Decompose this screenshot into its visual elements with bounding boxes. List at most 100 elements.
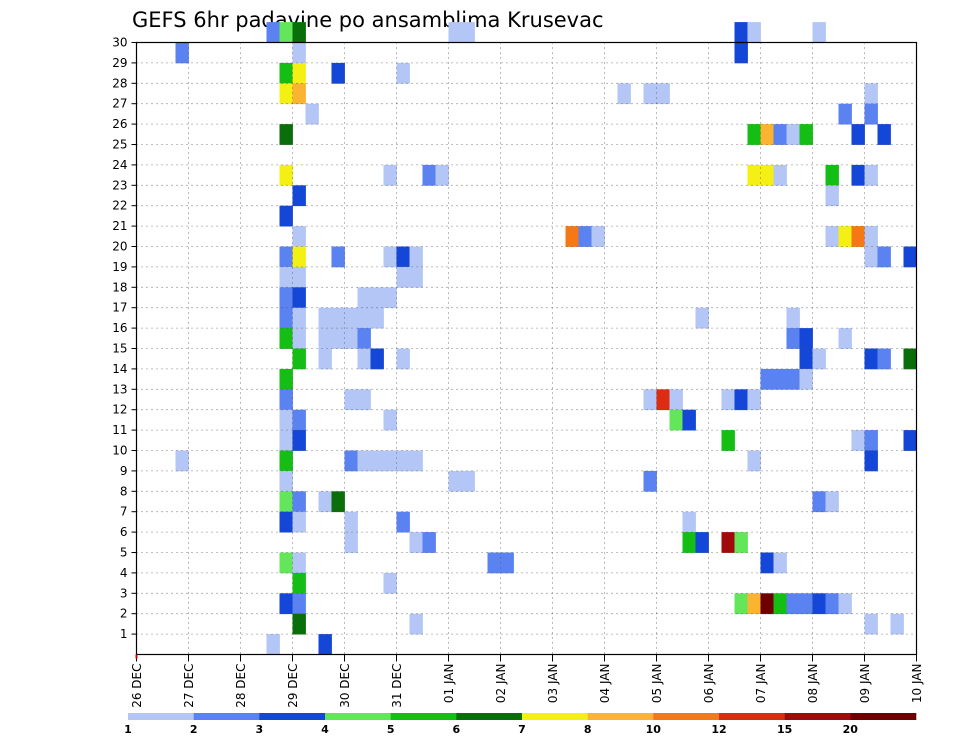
heatmap-cell bbox=[357, 348, 371, 370]
heatmap-cell bbox=[760, 164, 774, 186]
heatmap-cell bbox=[812, 593, 826, 615]
heatmap-cell bbox=[383, 409, 397, 431]
heatmap-cell bbox=[877, 246, 891, 268]
heatmap-cell bbox=[344, 307, 358, 329]
heatmap-cell bbox=[500, 552, 514, 574]
heatmap-cell bbox=[877, 124, 891, 145]
y-tick-label: 19 bbox=[112, 260, 127, 274]
heatmap-cell bbox=[591, 226, 605, 247]
y-tick-label: 23 bbox=[112, 178, 127, 192]
heatmap-cell bbox=[292, 22, 306, 43]
heatmap-cell bbox=[331, 328, 345, 349]
heatmap-cell bbox=[357, 450, 371, 472]
y-tick-label: 5 bbox=[120, 546, 128, 560]
heatmap-cell bbox=[279, 287, 293, 309]
heatmap-cell bbox=[344, 450, 358, 472]
heatmap-cell bbox=[318, 634, 332, 655]
heatmap-cell bbox=[409, 532, 423, 553]
legend-label: 5 bbox=[387, 723, 395, 736]
legend-swatch bbox=[784, 713, 851, 720]
heatmap-cell bbox=[175, 450, 189, 472]
heatmap-cell bbox=[331, 491, 345, 513]
heatmap-cell bbox=[851, 124, 865, 145]
y-tick-label: 2 bbox=[120, 607, 128, 621]
heatmap-cell bbox=[357, 389, 371, 411]
heatmap-cell bbox=[734, 532, 748, 553]
heatmap-cell bbox=[396, 348, 410, 370]
heatmap-cell bbox=[565, 226, 579, 247]
heatmap-cell bbox=[292, 307, 306, 329]
y-tick-label: 18 bbox=[112, 280, 127, 294]
y-tick-label: 8 bbox=[120, 484, 128, 498]
heatmap-cell bbox=[370, 348, 384, 370]
heatmap-cell bbox=[292, 246, 306, 268]
heatmap-cell bbox=[370, 307, 384, 329]
legend-label: 15 bbox=[777, 723, 792, 736]
y-tick-label: 21 bbox=[112, 219, 127, 233]
heatmap-cell bbox=[812, 491, 826, 513]
heatmap-cell bbox=[383, 450, 397, 472]
heatmap-cell bbox=[279, 22, 293, 43]
heatmap-cell bbox=[383, 164, 397, 186]
heatmap-cell bbox=[578, 226, 592, 247]
legend-swatch bbox=[128, 713, 194, 720]
legend-swatch bbox=[587, 713, 654, 720]
heatmap-cell bbox=[279, 368, 293, 390]
x-tick-label: 03 JAN bbox=[546, 664, 560, 704]
heatmap-cells bbox=[175, 22, 917, 655]
heatmap-cell bbox=[643, 83, 657, 105]
y-tick-label: 29 bbox=[112, 56, 127, 70]
heatmap-cell bbox=[461, 22, 475, 43]
heatmap-cell bbox=[786, 328, 800, 349]
y-tick-label: 30 bbox=[112, 36, 127, 50]
heatmap-cell bbox=[396, 62, 410, 84]
heatmap-cell bbox=[292, 287, 306, 309]
heatmap-cell bbox=[825, 491, 839, 513]
heatmap-cell bbox=[812, 22, 826, 43]
heatmap-cell bbox=[396, 511, 410, 533]
heatmap-cell bbox=[422, 164, 436, 186]
legend-label: 4 bbox=[321, 723, 329, 736]
heatmap-cell bbox=[864, 246, 878, 268]
x-tick-label: 29 DEC bbox=[286, 664, 300, 708]
heatmap-cell bbox=[656, 389, 670, 411]
x-tick-label: 05 JAN bbox=[650, 664, 664, 704]
heatmap-cell bbox=[357, 307, 371, 329]
heatmap-cell bbox=[279, 83, 293, 105]
heatmap-cell bbox=[799, 348, 813, 370]
heatmap-cell bbox=[318, 328, 332, 349]
heatmap-cell bbox=[422, 532, 436, 553]
heatmap-cell bbox=[747, 164, 761, 186]
heatmap-cell bbox=[409, 450, 423, 472]
heatmap-cell bbox=[435, 164, 449, 186]
heatmap-cell bbox=[279, 593, 293, 615]
heatmap-cell bbox=[279, 164, 293, 186]
y-tick-label: 13 bbox=[112, 382, 127, 396]
heatmap-cell bbox=[279, 470, 293, 492]
y-tick-label: 15 bbox=[112, 342, 127, 356]
heatmap-cell bbox=[877, 348, 891, 370]
heatmap-cell bbox=[448, 22, 462, 43]
heatmap-cell bbox=[279, 205, 293, 227]
heatmap-cell bbox=[786, 307, 800, 329]
heatmap-cell bbox=[773, 593, 787, 615]
heatmap-cell bbox=[903, 430, 917, 451]
y-tick-label: 16 bbox=[112, 321, 127, 335]
x-tick-label: 28 DEC bbox=[234, 664, 248, 708]
heatmap-cell bbox=[864, 164, 878, 186]
heatmap-cell bbox=[838, 226, 852, 247]
heatmap-cell bbox=[747, 22, 761, 43]
heatmap-cell bbox=[266, 22, 280, 43]
heatmap-cell bbox=[799, 124, 813, 145]
legend-swatch bbox=[719, 713, 785, 720]
heatmap-cell bbox=[786, 593, 800, 615]
x-tick-label: 31 DEC bbox=[390, 664, 404, 708]
heatmap-cell bbox=[292, 185, 306, 207]
x-tick-label: 04 JAN bbox=[598, 664, 612, 704]
heatmap-cell bbox=[344, 511, 358, 533]
y-tick-label: 9 bbox=[120, 464, 128, 478]
legend-swatch bbox=[850, 713, 917, 720]
heatmap-cell bbox=[292, 328, 306, 349]
y-tick-label: 1 bbox=[120, 627, 128, 641]
